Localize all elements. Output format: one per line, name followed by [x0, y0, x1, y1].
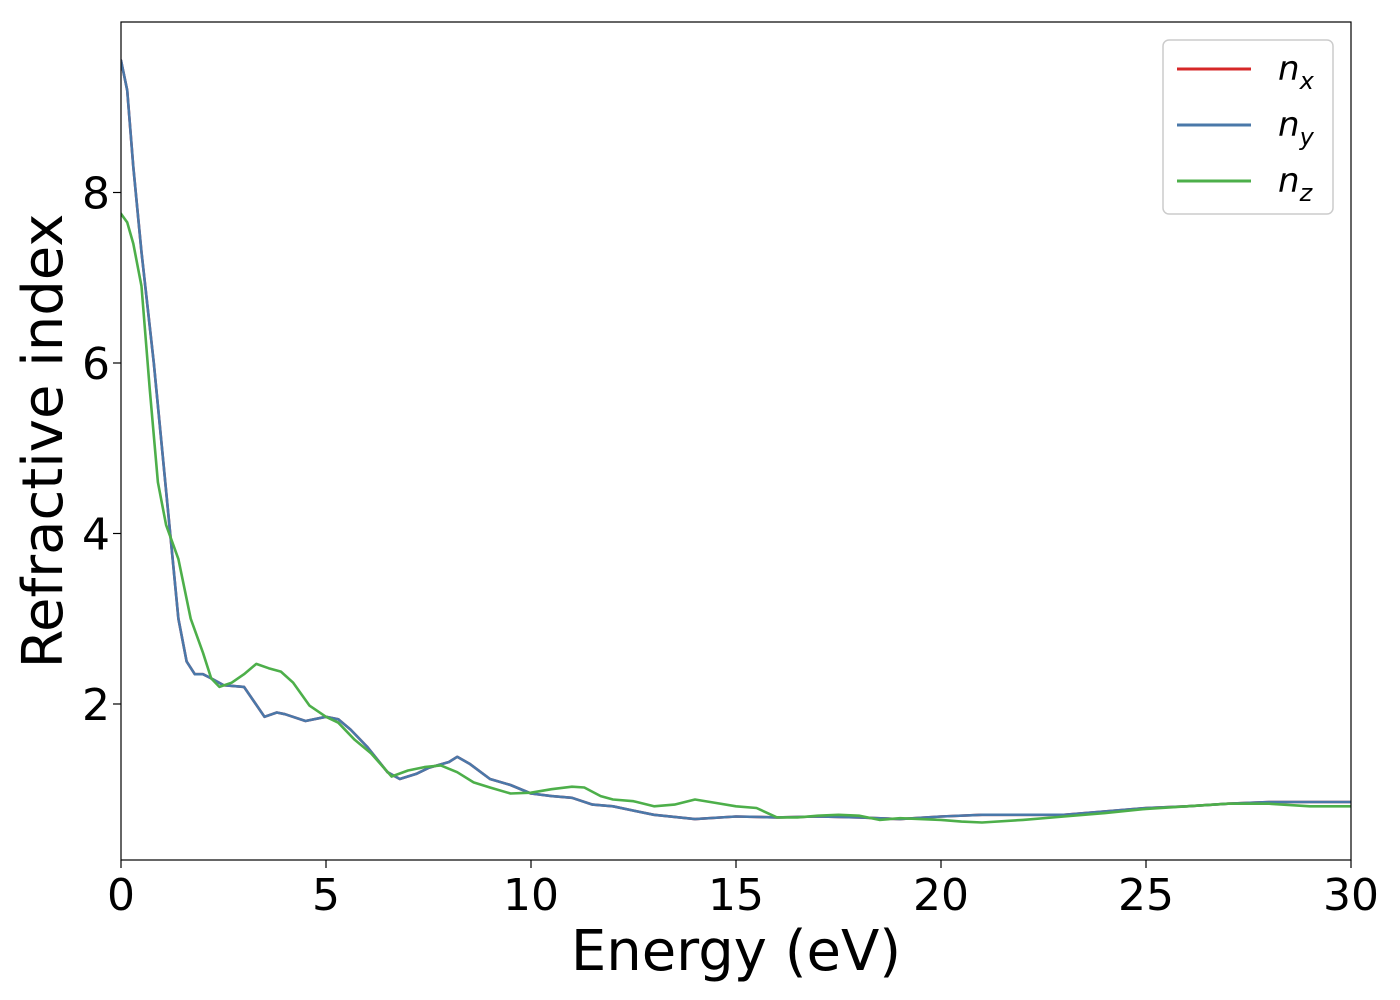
legend-label-n-z: nz	[1278, 161, 1314, 207]
legend-label-n-x: nx	[1278, 49, 1315, 95]
legend-label-n-y: ny	[1278, 105, 1315, 151]
x-tick-label: 0	[107, 870, 135, 921]
x-tick-label: 15	[708, 870, 764, 921]
legend: nx ny nz	[1162, 39, 1334, 215]
y-tick-label: 6	[82, 339, 110, 390]
y-axis-label: Refractive index	[11, 214, 76, 669]
y-tick-label: 8	[82, 168, 110, 219]
x-tick-label: 25	[1118, 870, 1174, 921]
y-tick-label: 2	[82, 680, 110, 731]
series-layer	[121, 59, 1351, 824]
x-axis-label: Energy (eV)	[571, 919, 901, 984]
x-axis: 0 5 10 15 20 25 30	[107, 860, 1379, 921]
x-tick-label: 20	[913, 870, 969, 921]
y-axis: 2 4 6 8	[82, 168, 121, 731]
x-tick-label: 5	[312, 870, 340, 921]
plot-area	[121, 22, 1351, 860]
x-tick-label: 30	[1323, 870, 1379, 921]
series-line-n-y	[121, 59, 1351, 821]
series-line-n-z	[121, 212, 1351, 824]
y-tick-label: 4	[82, 509, 110, 560]
legend-frame	[1162, 39, 1334, 215]
x-tick-label: 10	[503, 870, 559, 921]
